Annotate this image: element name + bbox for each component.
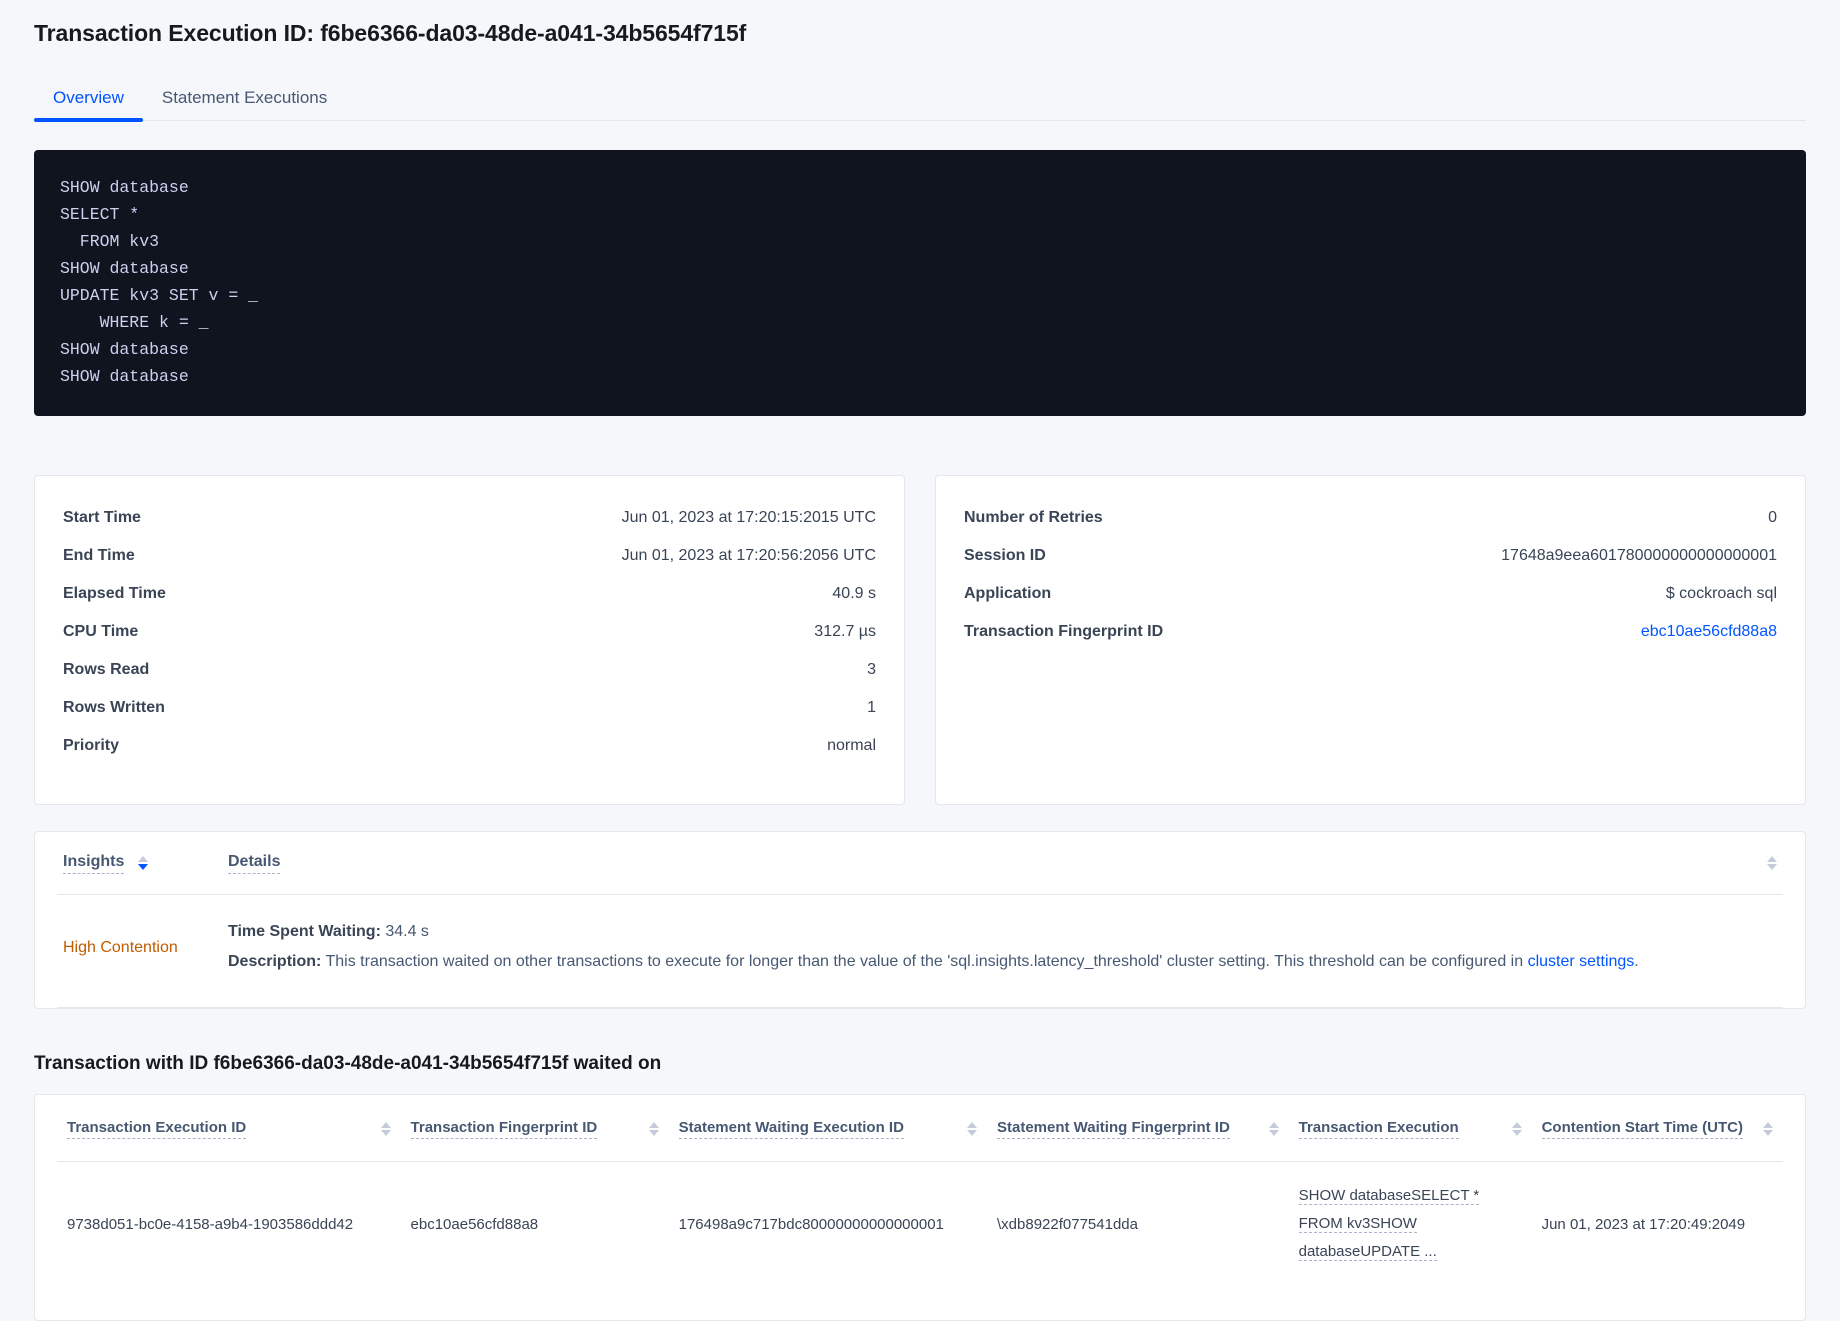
detail-key: Rows Read (63, 661, 150, 678)
detail-key: Priority (63, 737, 120, 754)
description-tail: . (1634, 953, 1639, 970)
cell-statement-waiting-execution-id: 176498a9c717bdc80000000000000001 (678, 1215, 944, 1233)
description-label: Description: (228, 953, 322, 970)
waited-on-table: Transaction Execution ID Transaction Fin… (57, 1095, 1783, 1292)
detail-key: Elapsed Time (63, 585, 166, 602)
cluster-settings-link[interactable]: cluster settings (1527, 953, 1635, 970)
waited-on-table-head: Transaction Execution ID Transaction Fin… (57, 1095, 1783, 1162)
detail-panels: Start Time Jun 01, 2023 at 17:20:15:2015… (34, 475, 1806, 805)
detail-row-rows-read: Rows Read 3 (63, 651, 876, 689)
waited-on-card: Transaction Execution ID Transaction Fin… (34, 1094, 1806, 1321)
column-header-label[interactable]: Transaction Execution (1298, 1119, 1459, 1139)
detail-row-end-time: End Time Jun 01, 2023 at 17:20:56:2056 U… (63, 537, 876, 575)
detail-row-number-of-retries: Number of Retries 0 (964, 499, 1777, 537)
sql-code-block: SHOW database SELECT * FROM kv3 SHOW dat… (34, 150, 1806, 416)
column-contention-start-time: Contention Start Time (UTC) (1531, 1095, 1783, 1162)
sort-icon[interactable] (1511, 1122, 1522, 1136)
detail-key: Number of Retries (964, 509, 1103, 526)
time-spent-waiting-value: 34.4 s (385, 923, 429, 940)
column-header-label[interactable]: Transaction Fingerprint ID (410, 1119, 598, 1139)
detail-row-cpu-time: CPU Time 312.7 µs (63, 613, 876, 651)
detail-key: Start Time (63, 509, 141, 526)
detail-row-rows-written: Rows Written 1 (63, 689, 876, 727)
detail-row-start-time: Start Time Jun 01, 2023 at 17:20:15:2015… (63, 499, 876, 537)
detail-value: 1 (867, 699, 876, 716)
tab-overview[interactable]: Overview (34, 89, 143, 122)
insight-name-high-contention: High Contention (63, 939, 178, 956)
insights-column-insights: Insights (63, 853, 228, 874)
tab-bar: Overview Statement Executions (34, 71, 1806, 122)
description-line: Description: This transaction waited on … (228, 947, 1777, 977)
detail-key: Transaction Fingerprint ID (964, 623, 1164, 640)
page-title: Transaction Execution ID: f6be6366-da03-… (34, 20, 747, 46)
cell-transaction-execution: SHOW databaseSELECT * FROM kv3SHOW datab… (1289, 1162, 1532, 1293)
session-details-panel: Number of Retries 0 Session ID 17648a9ee… (935, 475, 1806, 805)
insights-card: Insights Details High Contention Time Sp… (34, 831, 1806, 1009)
detail-key: Application (964, 585, 1052, 602)
column-header-label[interactable]: Statement Waiting Execution ID (678, 1119, 904, 1139)
insights-column-details: Details (228, 853, 1767, 874)
cell-contention-start-time: Jun 01, 2023 at 17:20:49:2049 (1541, 1215, 1746, 1233)
column-statement-waiting-fingerprint-id: Statement Waiting Fingerprint ID (987, 1095, 1289, 1162)
column-header-label[interactable]: Details (228, 853, 281, 874)
sort-icon[interactable] (967, 1122, 977, 1136)
column-header-label[interactable]: Statement Waiting Fingerprint ID (997, 1119, 1230, 1139)
insights-row: High Contention Time Spent Waiting: 34.4… (57, 895, 1783, 1008)
transaction-execution-link[interactable]: SHOW databaseSELECT * FROM kv3SHOW datab… (1298, 1187, 1480, 1261)
detail-value: normal (827, 737, 876, 754)
detail-value: Jun 01, 2023 at 17:20:56:2056 UTC (621, 547, 876, 564)
detail-value: 40.9 s (832, 585, 876, 602)
transaction-fingerprint-id-link[interactable]: ebc10ae56cfd88a8 (1640, 623, 1777, 640)
cell-statement-waiting-fingerprint-id: \xdb8922f077541dda (997, 1215, 1138, 1233)
transaction-details-panel: Start Time Jun 01, 2023 at 17:20:15:2015… (34, 475, 905, 805)
column-header-label[interactable]: Contention Start Time (UTC) (1541, 1119, 1743, 1139)
detail-row-priority: Priority normal (63, 727, 876, 765)
column-header-label[interactable]: Insights (63, 853, 125, 874)
detail-value: 17648a9eea601780000000000000001 (1501, 547, 1777, 564)
column-transaction-fingerprint-id: Transaction Fingerprint ID (400, 1095, 669, 1162)
detail-value: 3 (867, 661, 876, 678)
sort-icon[interactable] (648, 1122, 659, 1136)
detail-value: 0 (1768, 509, 1777, 526)
table-header-row: Transaction Execution ID Transaction Fin… (57, 1095, 1783, 1162)
insight-details: Time Spent Waiting: 34.4 s Description: … (228, 917, 1777, 977)
column-transaction-execution-id: Transaction Execution ID (57, 1095, 401, 1162)
time-spent-waiting-line: Time Spent Waiting: 34.4 s (228, 917, 1777, 947)
table-row: 9738d051-bc0e-4158-a9b4-1903586ddd42 ebc… (57, 1162, 1783, 1293)
sort-icon[interactable] (138, 856, 149, 870)
cell-transaction-fingerprint-id: ebc10ae56cfd88a8 (410, 1215, 539, 1233)
tab-statement-executions[interactable]: Statement Executions (161, 88, 328, 107)
detail-row-elapsed-time: Elapsed Time 40.9 s (63, 575, 876, 613)
waited-on-table-body: 9738d051-bc0e-4158-a9b4-1903586ddd42 ebc… (57, 1162, 1783, 1293)
detail-value: Jun 01, 2023 at 17:20:15:2015 UTC (621, 509, 876, 526)
detail-key: Rows Written (63, 699, 165, 716)
insights-table-header: Insights Details (57, 832, 1783, 895)
detail-key: Session ID (964, 547, 1046, 564)
sort-icon[interactable] (1268, 1122, 1279, 1136)
detail-key: CPU Time (63, 623, 139, 640)
sort-icon[interactable] (380, 1122, 391, 1136)
time-spent-waiting-label: Time Spent Waiting: (228, 923, 381, 940)
column-statement-waiting-execution-id: Statement Waiting Execution ID (668, 1095, 987, 1162)
detail-row-transaction-fingerprint-id: Transaction Fingerprint ID ebc10ae56cfd8… (964, 613, 1777, 651)
sort-icon[interactable] (1763, 1122, 1773, 1136)
waited-on-title: Transaction with ID f6be6366-da03-48de-a… (34, 1053, 662, 1074)
description-text: This transaction waited on other transac… (325, 953, 1524, 970)
detail-row-session-id: Session ID 17648a9eea6017800000000000000… (964, 537, 1777, 575)
sort-icon-right[interactable] (1767, 856, 1777, 870)
detail-key: End Time (63, 547, 135, 564)
detail-row-application: Application $ cockroach sql (964, 575, 1777, 613)
detail-value: 312.7 µs (814, 623, 876, 640)
detail-value: $ cockroach sql (1665, 585, 1777, 602)
column-transaction-execution: Transaction Execution (1288, 1095, 1532, 1162)
column-header-label[interactable]: Transaction Execution ID (67, 1119, 247, 1139)
cell-transaction-execution-id: 9738d051-bc0e-4158-a9b4-1903586ddd42 (67, 1215, 354, 1233)
